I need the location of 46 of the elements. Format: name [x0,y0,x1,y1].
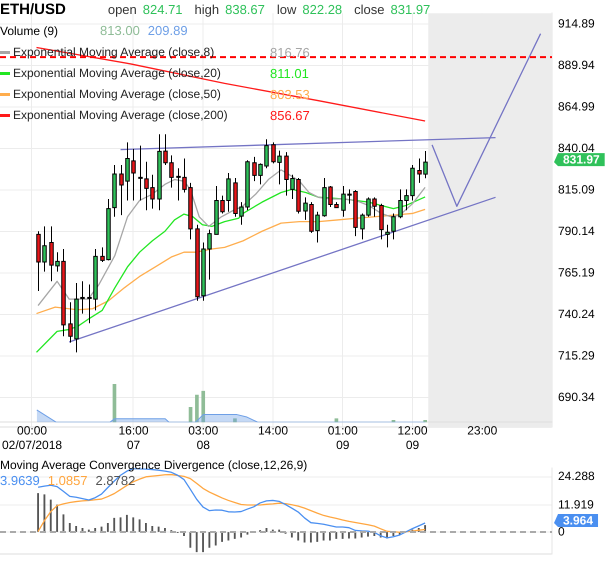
text: 3.964 [563,513,594,528]
chart-title: ETH/USD [0,1,66,18]
y-tick-label: 0 [558,524,565,538]
y-tick-label: 24.288 [558,469,596,484]
bar [112,384,116,422]
y-tick-label: 889.94 [558,58,596,72]
annotation: 824.71 [142,2,183,18]
y-tick-label: 815.09 [558,182,596,196]
annotation: low [276,2,296,18]
x-tick-label: 01:00 09 [328,424,358,452]
bar [188,406,192,422]
annotation: high [194,2,220,18]
annotation: 813.00 [100,23,140,39]
y-tick-label: 715.29 [558,348,596,362]
bar [233,418,237,422]
y-tick-label: 840.04 [558,140,596,155]
chart-title: Volume (9) [0,23,58,39]
annotation: 822.28 [302,2,342,18]
y-tick-label: 690.34 [558,390,596,404]
legend-label: Exponential Moving Average (close,200) [13,107,228,124]
y-tick-label: 914.89 [558,16,596,31]
x-tick-label: 14:00 [258,424,288,438]
x-tick-label: 00:00 02/07/2018 [2,424,62,452]
chart-title: Moving Average Convergence Divergence (close,12,26,9) [0,457,308,473]
annotation: close [354,2,385,18]
annotation: 3.9639 [0,473,40,489]
y-tick-label: 790.14 [558,224,596,238]
bar [195,394,199,422]
x-tick-label: 23:00 [467,424,498,438]
annotation: open [108,2,137,18]
legend-label: Exponential Moving Average (close,50) [13,86,221,103]
bar [201,390,206,422]
annotation: 811.01 [270,65,309,83]
y-tick-label: 11.919 [558,497,594,512]
y-tick-label: 740.24 [558,306,596,321]
annotation: 209.89 [148,23,188,39]
x-tick-label: 12:00 09 [397,424,428,452]
annotation: 1.0857 [48,473,88,489]
y-tick-label: 864.99 [558,100,596,114]
annotation: 838.67 [225,2,265,18]
x-tick-label: 16:00 07 [118,424,149,452]
annotation: 856.67 [270,107,310,125]
text: 831.97 [563,152,600,166]
annotation: 831.97 [390,2,430,18]
x-tick-label: 03:00 08 [188,424,219,452]
y-tick-label: 765.19 [558,265,596,280]
